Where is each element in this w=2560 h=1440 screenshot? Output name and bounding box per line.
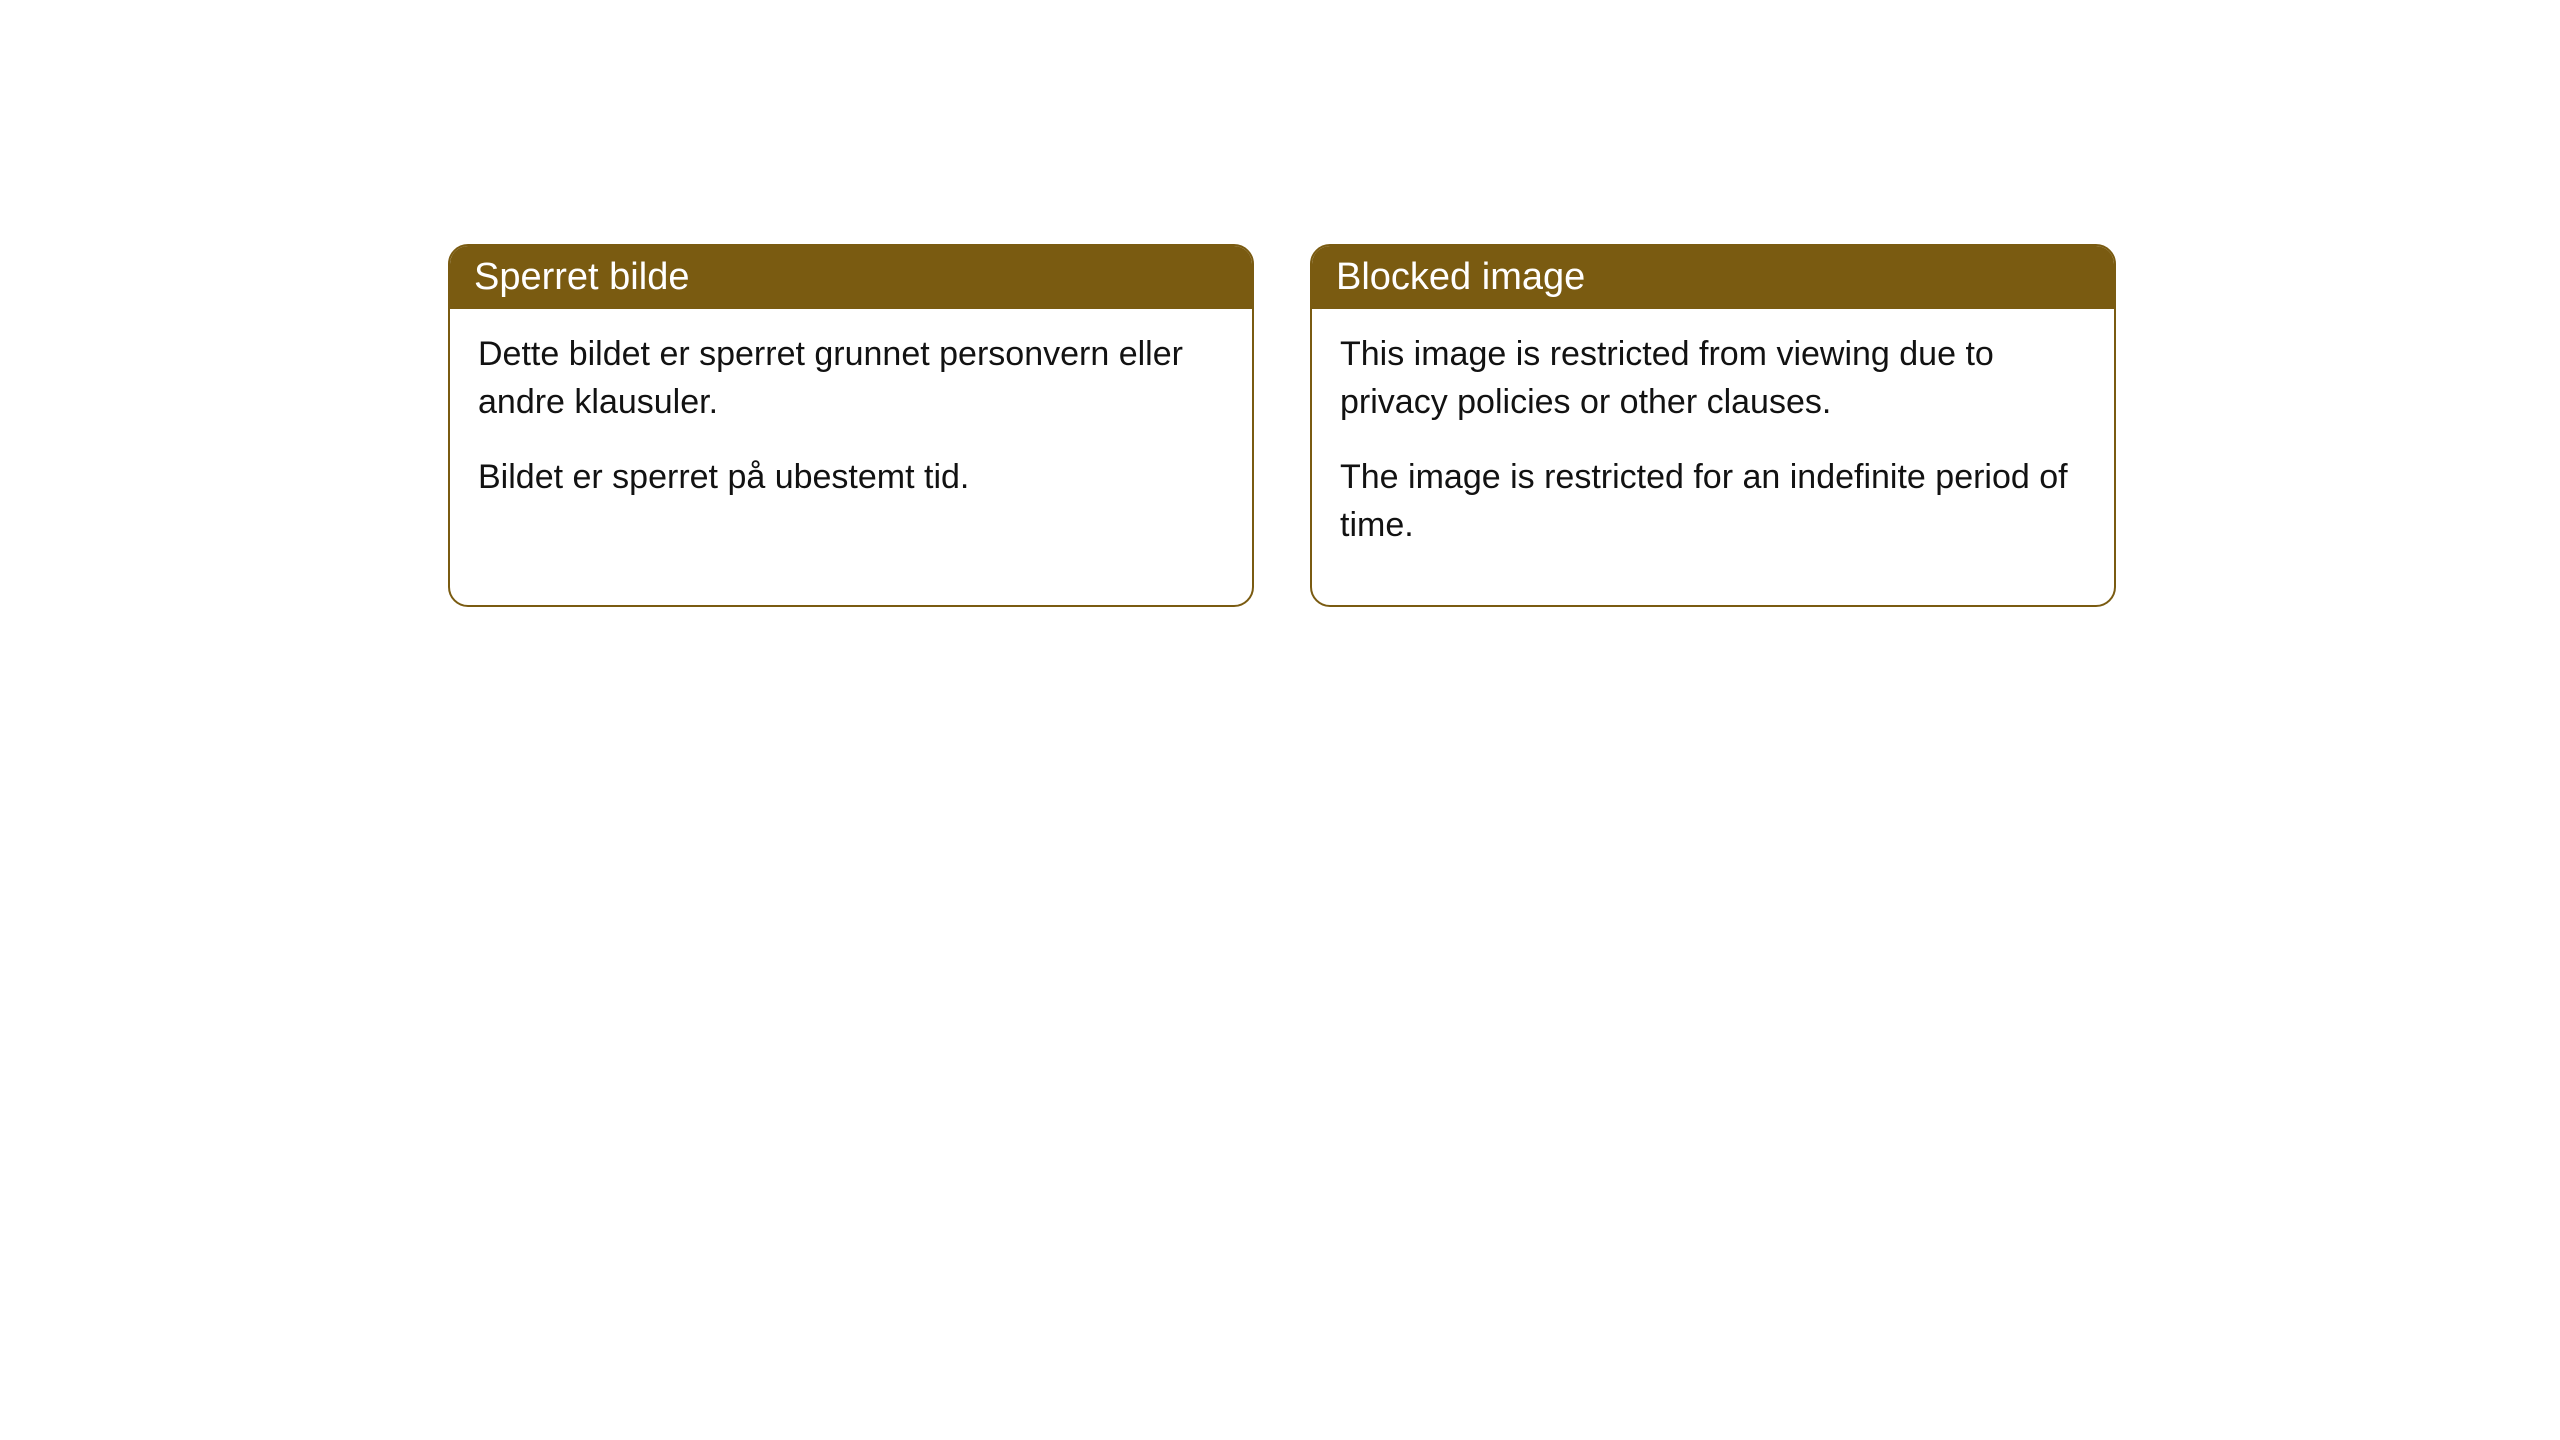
card-header: Blocked image: [1312, 246, 2114, 309]
card-paragraph: Bildet er sperret på ubestemt tid.: [478, 454, 1224, 502]
card-body: This image is restricted from viewing du…: [1312, 309, 2114, 605]
card-title: Blocked image: [1336, 256, 1585, 298]
card-container: Sperret bilde Dette bildet er sperret gr…: [448, 244, 2116, 607]
card-body: Dette bildet er sperret grunnet personve…: [450, 309, 1252, 558]
blocked-image-card-english: Blocked image This image is restricted f…: [1310, 244, 2116, 607]
card-paragraph: Dette bildet er sperret grunnet personve…: [478, 331, 1224, 426]
card-title: Sperret bilde: [474, 256, 689, 298]
blocked-image-card-norwegian: Sperret bilde Dette bildet er sperret gr…: [448, 244, 1254, 607]
card-paragraph: This image is restricted from viewing du…: [1340, 331, 2086, 426]
card-paragraph: The image is restricted for an indefinit…: [1340, 454, 2086, 549]
card-header: Sperret bilde: [450, 246, 1252, 309]
